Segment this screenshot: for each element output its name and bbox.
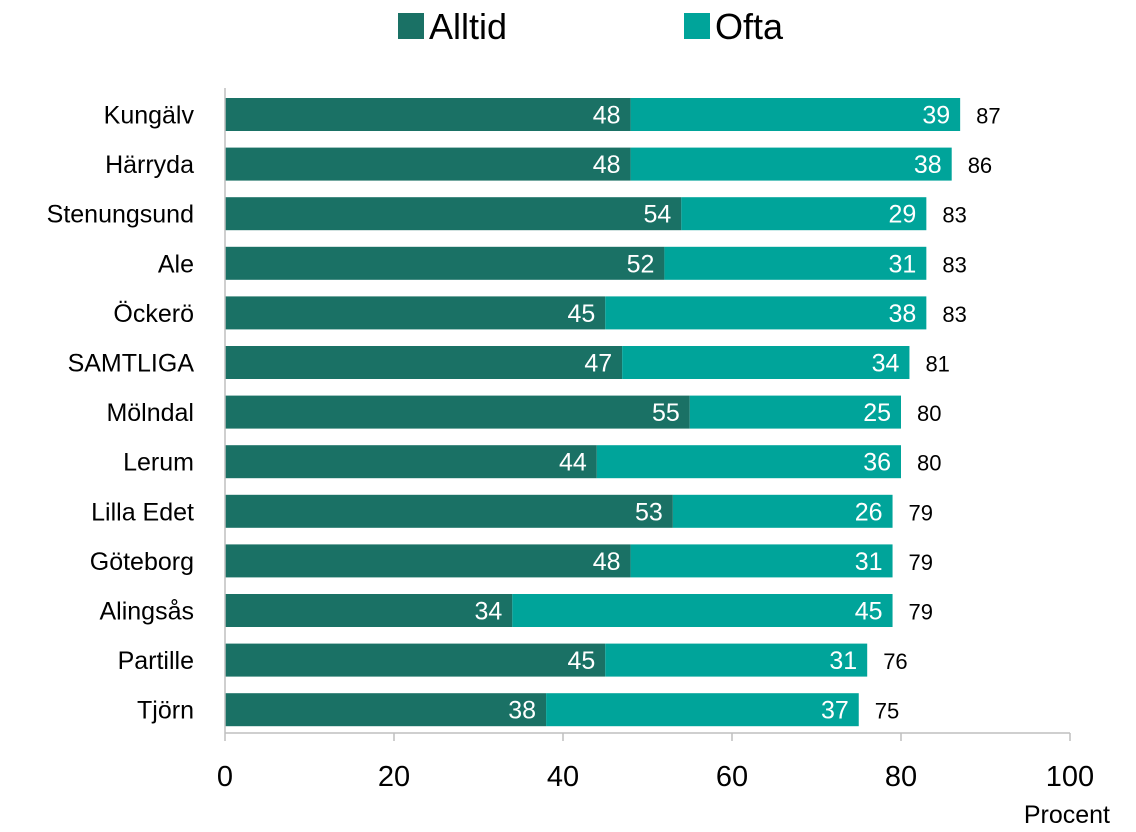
data-label-ofta: 26 [855,498,883,526]
data-label-ofta: 29 [889,201,917,229]
category-label: Öckerö [113,300,194,328]
bar-segment-ofta [596,445,901,479]
bar-segment-alltid [225,246,665,280]
data-label-alltid: 45 [567,647,595,675]
total-label: 81 [925,352,949,377]
x-axis-title: Procent [1024,801,1110,827]
bar-segment-alltid [225,296,606,330]
bar-segment-ofta [512,594,893,627]
data-label-ofta: 31 [855,548,883,576]
bar-segment-alltid [225,544,631,578]
total-label: 75 [875,699,899,724]
bar-segment-alltid [225,693,547,727]
total-label: 79 [909,550,933,575]
total-label: 80 [917,451,941,476]
x-tick-label: 0 [217,761,233,793]
data-label-ofta: 25 [863,399,891,427]
bar-segment-ofta [630,147,952,181]
bar-segment-alltid [225,197,682,231]
bar-segment-alltid [225,98,631,131]
legend-label-alltid: Alltid [429,6,507,47]
data-label-alltid: 48 [593,102,621,130]
data-label-ofta: 38 [889,300,917,328]
total-label: 80 [917,401,941,426]
total-label: 79 [909,500,933,525]
total-label: 83 [942,302,966,327]
legend-swatch-alltid [398,13,424,39]
category-label: SAMTLIGA [68,350,195,378]
data-label-ofta: 34 [872,350,900,378]
x-tick-label: 80 [885,761,917,793]
bar-segment-ofta [605,643,868,677]
category-label: Partille [118,647,194,675]
legend-swatch-ofta [684,13,710,39]
category-label: Härryda [105,151,194,179]
legend: Alltid Ofta [398,6,784,47]
x-tick-label: 20 [378,761,410,793]
total-label: 76 [883,649,907,674]
bar-segment-ofta [605,296,927,330]
category-label: Mölndal [106,399,194,427]
data-label-alltid: 45 [567,300,595,328]
total-label: 83 [942,252,966,277]
data-label-alltid: 47 [584,350,612,378]
category-label: Kungälv [104,102,195,130]
total-label: 83 [942,203,966,228]
bars: Kungälv 48 39 87 Härryda 48 38 86 Stenungsund 54 2… [47,98,1001,727]
data-label-alltid: 38 [508,697,536,725]
total-label: 87 [976,104,1000,129]
data-label-alltid: 44 [559,449,587,477]
data-label-ofta: 45 [855,598,883,626]
category-label: Lerum [123,449,194,477]
category-label: Göteborg [90,548,194,576]
bar-segment-ofta [689,395,901,429]
total-label: 79 [909,600,933,625]
axes: 0 20 40 60 80 100 Procent [217,88,1110,829]
bar-segment-alltid [225,395,690,429]
data-label-alltid: 53 [635,498,663,526]
data-label-alltid: 52 [627,250,655,278]
legend-label-ofta: Ofta [715,6,784,47]
bar-segment-alltid [225,445,597,479]
category-label: Alingsås [100,598,195,626]
data-label-alltid: 54 [643,201,671,229]
data-label-alltid: 55 [652,399,680,427]
bar-segment-alltid [225,594,513,627]
bar-segment-alltid [225,494,673,528]
bar-segment-ofta [664,246,927,280]
data-label-ofta: 31 [829,647,857,675]
data-label-alltid: 34 [474,598,502,626]
data-label-ofta: 36 [863,449,891,477]
bar-segment-ofta [546,693,859,727]
x-tick-label: 100 [1046,761,1094,793]
data-label-ofta: 37 [821,697,849,725]
category-label: Stenungsund [47,201,194,229]
data-label-ofta: 38 [914,151,942,179]
data-label-ofta: 31 [889,250,917,278]
category-label: Tjörn [137,697,194,725]
category-label: Ale [158,250,194,278]
bar-segment-alltid [225,147,631,181]
bar-segment-ofta [681,197,927,231]
bar-segment-ofta [630,544,893,578]
x-tick-label: 40 [547,761,579,793]
bar-segment-ofta [672,494,893,528]
data-label-ofta: 39 [922,102,950,130]
x-tick-label: 60 [716,761,748,793]
data-label-alltid: 48 [593,151,621,179]
total-label: 86 [968,153,992,178]
category-label: Lilla Edet [91,498,194,526]
bar-segment-ofta [630,98,961,131]
data-label-alltid: 48 [593,548,621,576]
bar-segment-alltid [225,643,606,677]
bar-segment-alltid [225,346,623,379]
bar-segment-ofta [622,346,910,379]
